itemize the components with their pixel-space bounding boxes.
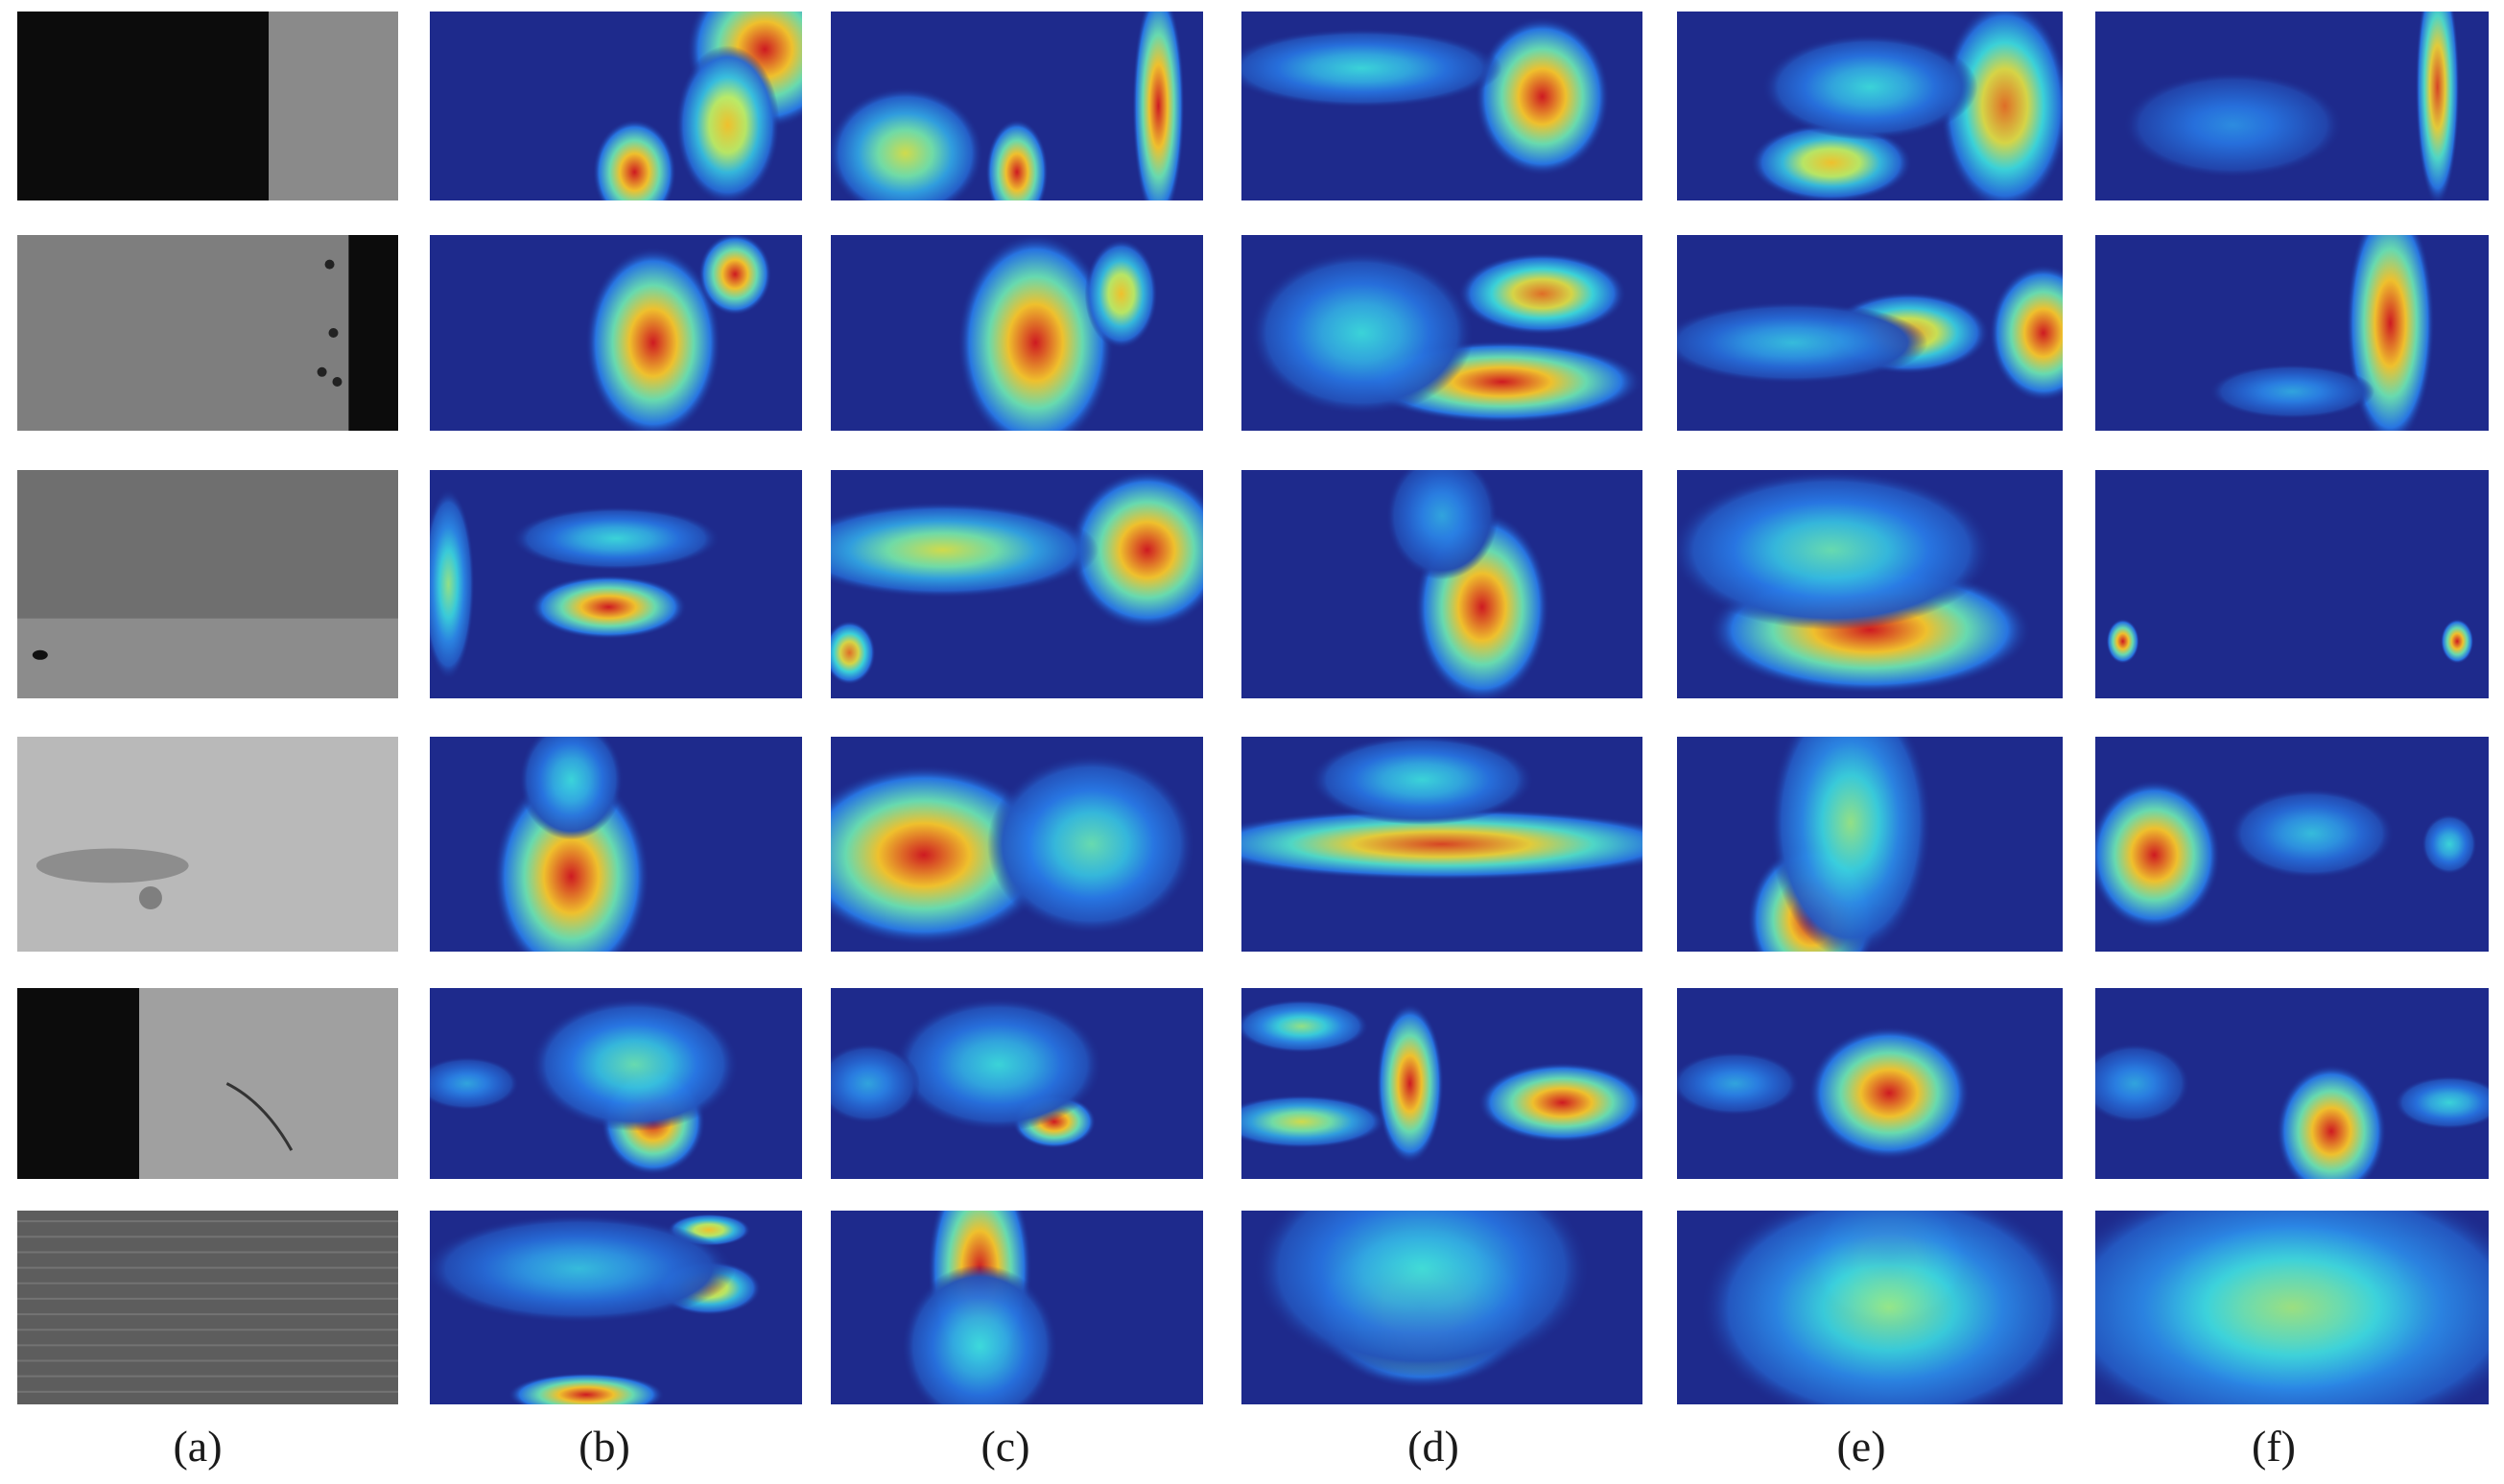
attention-map [1677,988,2063,1179]
heatmap-row-1-col-e [1677,12,2063,200]
heatmap-row-5-col-e [1677,988,2063,1179]
surface-image-row-5 [17,988,398,1179]
attention-map [831,988,1203,1179]
steel-surface [17,988,398,1179]
attention-map [831,235,1203,431]
attention-map [1241,235,1642,431]
column-label-a: (a) [173,1422,223,1471]
column-label-b: (b) [579,1422,630,1471]
attention-map [1677,235,2063,431]
attention-map [831,470,1203,698]
attention-map [1241,1211,1642,1404]
heatmap-row-5-col-f [2095,988,2489,1179]
heatmap-row-1-col-d [1241,12,1642,200]
attention-map [430,12,802,200]
heatmap-row-6-col-b [430,1211,802,1404]
surface-image-row-2 [17,235,398,431]
steel-surface [17,235,398,431]
attention-map [430,470,802,698]
surface-image-row-1 [17,12,398,200]
attention-map [2095,1211,2489,1404]
attention-map [2095,470,2489,698]
heatmap-row-6-col-e [1677,1211,2063,1404]
heatmap-row-2-col-b [430,235,802,431]
attention-map [1677,737,2063,952]
attention-map [2095,235,2489,431]
attention-map [1677,470,2063,698]
attention-map [1677,12,2063,200]
heatmap-row-2-col-e [1677,235,2063,431]
attention-map [430,737,802,952]
heatmap-row-3-col-f [2095,470,2489,698]
steel-surface [17,470,398,698]
heatmap-row-3-col-d [1241,470,1642,698]
attention-map [2095,988,2489,1179]
heatmap-row-5-col-b [430,988,802,1179]
steel-surface [17,737,398,952]
attention-map [1677,1211,2063,1404]
attention-map [2095,737,2489,952]
heatmap-row-1-col-b [430,12,802,200]
steel-surface [17,1211,398,1404]
heatmap-row-4-col-f [2095,737,2489,952]
surface-image-row-4 [17,737,398,952]
attention-map [831,1211,1203,1404]
heatmap-row-4-col-b [430,737,802,952]
attention-map [831,737,1203,952]
heatmap-row-6-col-f [2095,1211,2489,1404]
heatmap-row-4-col-e [1677,737,2063,952]
heatmap-row-2-col-c [831,235,1203,431]
column-label-c: (c) [980,1422,1030,1471]
surface-image-row-3 [17,470,398,698]
attention-map [831,12,1203,200]
steel-surface [17,12,398,200]
heatmap-row-5-col-d [1241,988,1642,1179]
heatmap-row-3-col-b [430,470,802,698]
attention-map [1241,12,1642,200]
attention-map [1241,737,1642,952]
column-label-d: (d) [1407,1422,1459,1471]
attention-map [1241,470,1642,698]
heatmap-row-6-col-c [831,1211,1203,1404]
heatmap-row-4-col-c [831,737,1203,952]
attention-map [430,235,802,431]
heatmap-row-1-col-f [2095,12,2489,200]
heatmap-row-3-col-c [831,470,1203,698]
heatmap-row-2-col-f [2095,235,2489,431]
surface-image-row-6 [17,1211,398,1404]
heatmap-row-5-col-c [831,988,1203,1179]
column-label-e: (e) [1836,1422,1886,1471]
heatmap-row-4-col-d [1241,737,1642,952]
attention-map [430,1211,802,1404]
heatmap-row-3-col-e [1677,470,2063,698]
attention-map [1241,988,1642,1179]
column-label-f: (f) [2252,1422,2296,1471]
attention-map [430,988,802,1179]
heatmap-row-2-col-d [1241,235,1642,431]
heatmap-row-1-col-c [831,12,1203,200]
attention-map [2095,12,2489,200]
heatmap-row-6-col-d [1241,1211,1642,1404]
